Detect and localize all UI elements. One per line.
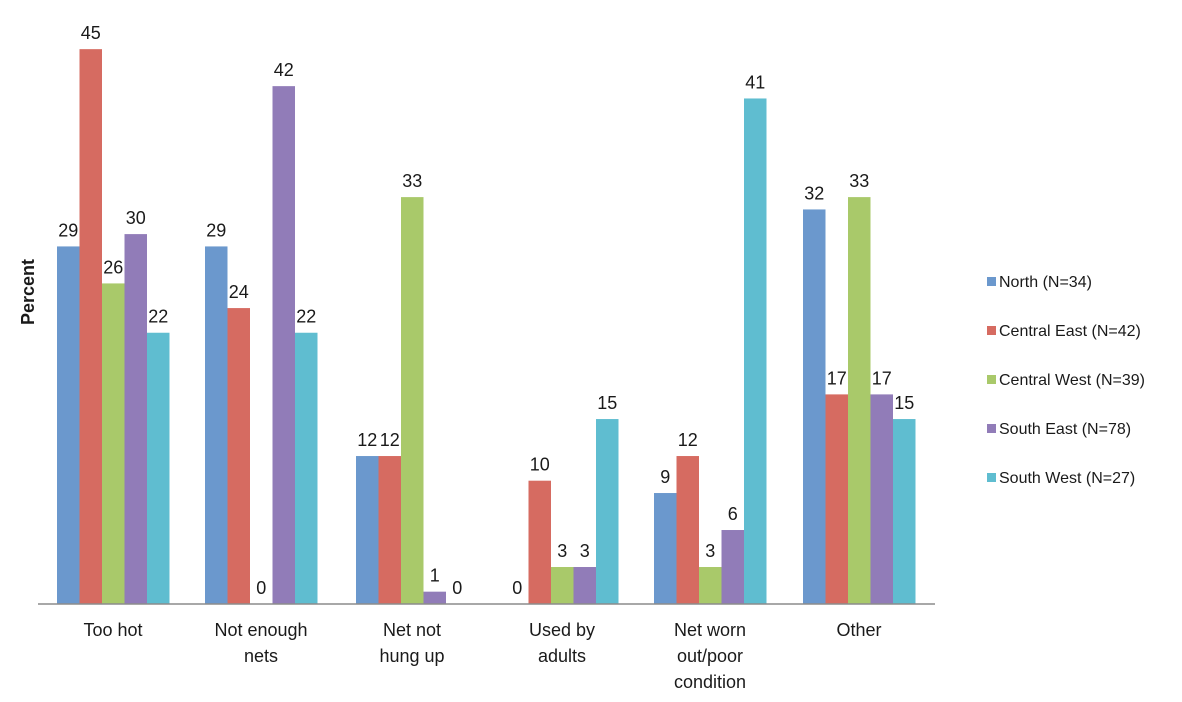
data-label: 12 [678,430,698,450]
data-label: 17 [872,368,892,388]
bar [654,493,677,604]
data-label: 1 [430,566,440,586]
bar [574,567,597,604]
data-label: 12 [357,430,377,450]
x-tick-label: hung up [379,646,444,666]
x-tick-label: nets [244,646,278,666]
data-label: 45 [81,23,101,43]
bar [803,209,826,604]
x-tick-label: Too hot [83,620,142,640]
y-axis-label: Percent [18,259,38,325]
data-label: 17 [827,368,847,388]
bar [205,246,228,604]
data-label: 24 [229,282,249,302]
legend-swatch [987,326,996,335]
x-tick-label: adults [538,646,586,666]
data-label: 10 [530,455,550,475]
legend-label: Central West (N=39) [999,372,1145,389]
data-label: 33 [849,171,869,191]
x-tick-labels-layer: Too hot Not enough nets Net not hung up Used … [83,620,881,692]
data-label: 12 [380,430,400,450]
data-label: 15 [894,393,914,413]
legend-swatch [987,375,996,384]
bar [102,283,125,604]
data-label: 3 [580,541,590,561]
bar [848,197,871,604]
data-label: 22 [148,307,168,327]
legend-label: South East (N=78) [999,421,1131,438]
bar [424,592,447,604]
legend-label: North (N=34) [999,274,1092,291]
data-label: 0 [452,578,462,598]
data-label: 33 [402,171,422,191]
legend-swatch [987,277,996,286]
x-tick-label: out/poor [677,646,743,666]
legend-swatch [987,473,996,482]
x-tick-label: Net not [383,620,441,640]
bars-layer [57,49,916,604]
legend-label: South West (N=27) [999,470,1135,487]
data-label: 30 [126,208,146,228]
bar [295,333,318,604]
x-tick-label: Net worn [674,620,746,640]
bar [893,419,916,604]
bar [871,394,894,604]
data-label: 15 [597,393,617,413]
bar [273,86,296,604]
bar [529,481,552,604]
data-label: 0 [256,578,266,598]
bar [596,419,619,604]
bar [228,308,251,604]
bar [699,567,722,604]
bar [677,456,700,604]
data-label: 32 [804,183,824,203]
data-label: 41 [745,72,765,92]
legend: North (N=34) Central East (N=42) Central W… [987,274,1145,487]
x-tick-label: Not enough [214,620,307,640]
bar [401,197,424,604]
bar [722,530,745,604]
bar [551,567,574,604]
bar [57,246,80,604]
data-label: 42 [274,60,294,80]
bar [80,49,103,604]
bar [379,456,402,604]
bar [147,333,170,604]
data-label: 3 [557,541,567,561]
data-label: 29 [58,220,78,240]
legend-label: Central East (N=42) [999,323,1141,340]
data-label: 0 [512,578,522,598]
data-label: 3 [705,541,715,561]
bar [125,234,148,604]
x-tick-label: Other [836,620,881,640]
bar [826,394,849,604]
data-label: 29 [206,220,226,240]
data-label: 9 [660,467,670,487]
bar [356,456,379,604]
data-label: 26 [103,257,123,277]
legend-swatch [987,424,996,433]
x-tick-label: Used by [529,620,595,640]
data-label: 22 [296,307,316,327]
data-label: 6 [728,504,738,524]
x-tick-label: condition [674,672,746,692]
bar [744,98,767,604]
